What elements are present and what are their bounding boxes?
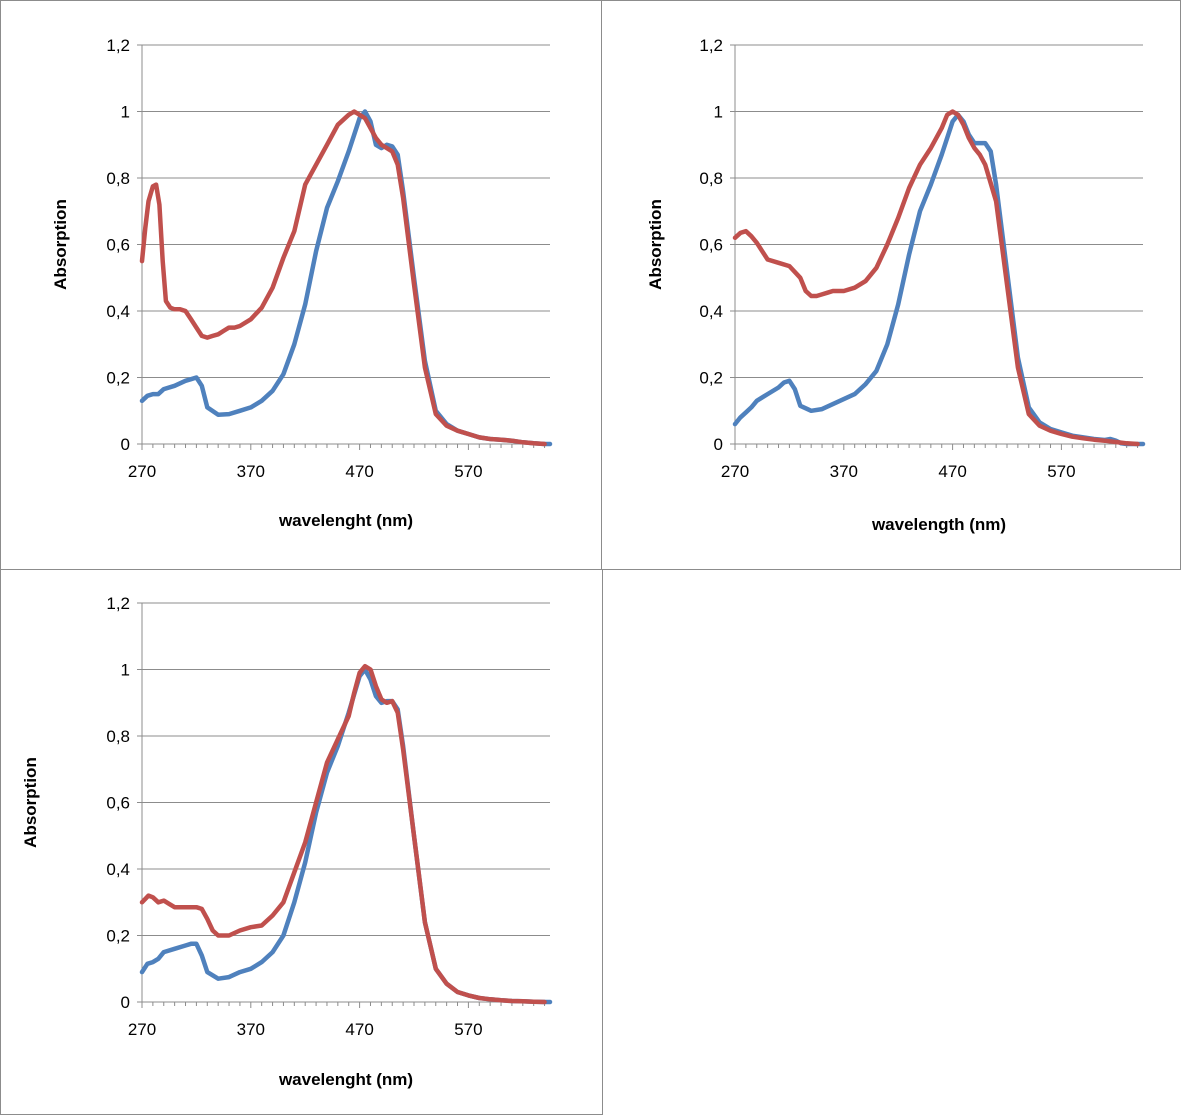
x-tick-label: 270 bbox=[128, 462, 156, 481]
y-tick-label: 0,2 bbox=[106, 369, 130, 388]
y-tick-label: 0,6 bbox=[106, 236, 130, 255]
x-tick-label: 370 bbox=[830, 462, 858, 481]
x-axis-title: wavelenght (nm) bbox=[278, 1070, 413, 1089]
x-tick-label: 570 bbox=[454, 462, 482, 481]
y-axis-title: Absorption bbox=[51, 199, 70, 290]
series-line-1 bbox=[139, 109, 553, 447]
x-tick-label: 570 bbox=[1047, 462, 1075, 481]
y-tick-label: 1,2 bbox=[106, 594, 130, 613]
x-tick-label: 470 bbox=[345, 1020, 373, 1039]
x-tick-label: 270 bbox=[721, 462, 749, 481]
y-tick-label: 0,8 bbox=[106, 727, 130, 746]
y-tick-label: 0,4 bbox=[699, 302, 723, 321]
x-axis-title: wavelenght (nm) bbox=[278, 511, 413, 530]
y-tick-label: 1 bbox=[121, 661, 130, 680]
y-tick-label: 0 bbox=[121, 993, 130, 1012]
y-tick-label: 0,6 bbox=[106, 794, 130, 813]
series-line-2 bbox=[732, 109, 1140, 447]
y-tick-label: 0 bbox=[121, 435, 130, 454]
chart-1: 0 0,2 0,4 0,6 0,8 1 1,2 270 370 470 570 wavelenght … bbox=[51, 36, 553, 530]
y-tick-label: 1,2 bbox=[699, 36, 723, 55]
y-tick-label: 1 bbox=[714, 103, 723, 122]
y-tick-label: 0,4 bbox=[106, 860, 130, 879]
x-tick-label: 270 bbox=[128, 1020, 156, 1039]
x-tick-label: 370 bbox=[237, 462, 265, 481]
y-tick-label: 0,4 bbox=[106, 302, 130, 321]
series-line-1 bbox=[732, 112, 1146, 447]
y-axis-title: Absorption bbox=[646, 199, 665, 290]
y-tick-label: 1,2 bbox=[106, 36, 130, 55]
y-tick-label: 0,6 bbox=[699, 236, 723, 255]
y-tick-label: 0,2 bbox=[699, 369, 723, 388]
y-tick-label: 0,8 bbox=[106, 169, 130, 188]
x-tick-label: 470 bbox=[938, 462, 966, 481]
chart-3: 0 0,2 0,4 0,6 0,8 1 1,2 270 370 470 570 wavelenght … bbox=[21, 594, 553, 1089]
x-tick-label: 370 bbox=[237, 1020, 265, 1039]
y-tick-label: 0 bbox=[714, 435, 723, 454]
chart-2: 0 0,2 0,4 0,6 0,8 1 1,2 270 370 470 570 wavelength … bbox=[646, 36, 1146, 534]
y-tick-label: 1 bbox=[121, 103, 130, 122]
series-line-2 bbox=[139, 663, 547, 1005]
y-tick-label: 0,2 bbox=[106, 927, 130, 946]
x-tick-label: 470 bbox=[345, 462, 373, 481]
x-axis-title: wavelength (nm) bbox=[871, 515, 1006, 534]
series-line-2 bbox=[139, 109, 547, 447]
x-tick-label: 570 bbox=[454, 1020, 482, 1039]
y-tick-label: 0,8 bbox=[699, 169, 723, 188]
y-axis-title: Absorption bbox=[21, 757, 40, 848]
